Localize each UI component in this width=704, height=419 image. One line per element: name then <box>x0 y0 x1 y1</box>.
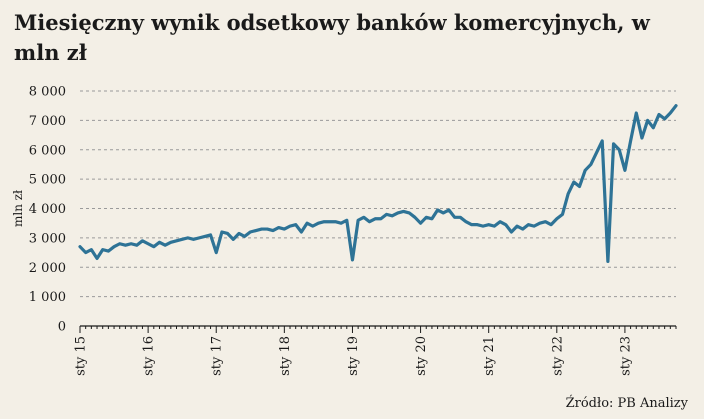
y-tick-label: 0 <box>58 320 66 335</box>
y-tick-label: 3 000 <box>29 231 66 246</box>
y-tick-label: 6 000 <box>29 143 66 158</box>
x-tick-label: sty 15 <box>74 336 89 376</box>
x-tick-label: sty 18 <box>278 336 293 376</box>
y-tick-label: 4 000 <box>29 202 66 217</box>
y-axis-label: mln zł <box>11 190 25 227</box>
series-line <box>78 104 678 263</box>
y-tick-label: 2 000 <box>29 261 66 276</box>
x-tick-label: sty 17 <box>210 336 225 376</box>
x-tick-label: sty 20 <box>414 336 429 376</box>
y-tick-label: 7 000 <box>29 114 66 129</box>
x-tick-label: sty 23 <box>618 336 633 376</box>
x-tick-label: sty 16 <box>142 336 157 376</box>
y-tick-label: 1 000 <box>29 290 66 305</box>
x-tick-label: sty 19 <box>346 336 361 376</box>
grid-lines <box>80 90 676 298</box>
x-axis: sty 15 sty 16 sty 17 sty 18 sty 19 sty 20 sty … <box>74 325 677 376</box>
chart-title: Miesięczny wynik odsetkowy banków komerc… <box>14 10 650 65</box>
x-tick-label: sty 21 <box>482 336 497 376</box>
y-tick-label: 5 000 <box>29 173 66 188</box>
x-tick-label: sty 22 <box>550 336 565 376</box>
y-tick-label: 8 000 <box>29 85 66 100</box>
source-note: Źródło: PB Analizy <box>565 396 688 411</box>
y-axis: 0 1 000 2 000 3 000 4 000 5 000 6 000 7 000 8 00… <box>29 85 66 335</box>
